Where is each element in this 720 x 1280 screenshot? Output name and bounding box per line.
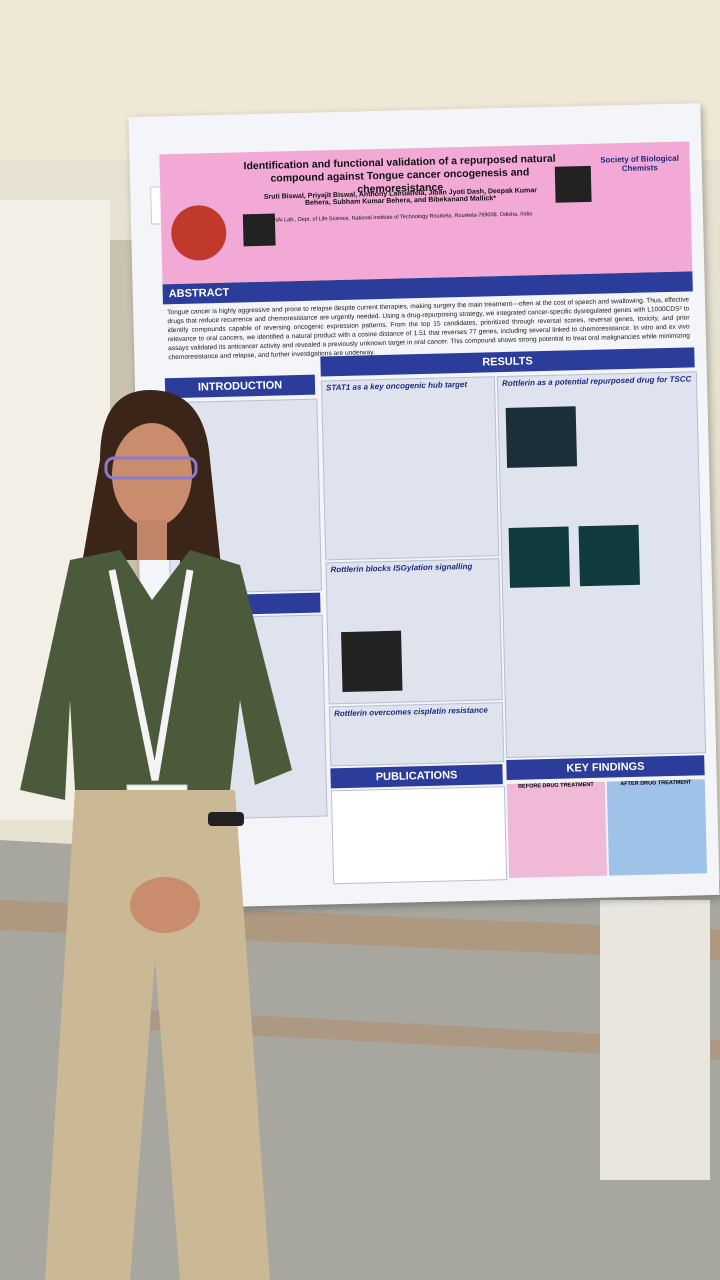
stand bbox=[600, 900, 710, 1180]
shirt bbox=[20, 550, 292, 800]
watch bbox=[208, 812, 244, 826]
trousers bbox=[45, 790, 270, 1280]
glasses bbox=[104, 456, 198, 480]
neck bbox=[137, 520, 167, 560]
hands bbox=[130, 877, 200, 933]
face bbox=[112, 423, 192, 527]
floor-stripe bbox=[150, 1010, 720, 1060]
lanyard bbox=[108, 569, 194, 781]
